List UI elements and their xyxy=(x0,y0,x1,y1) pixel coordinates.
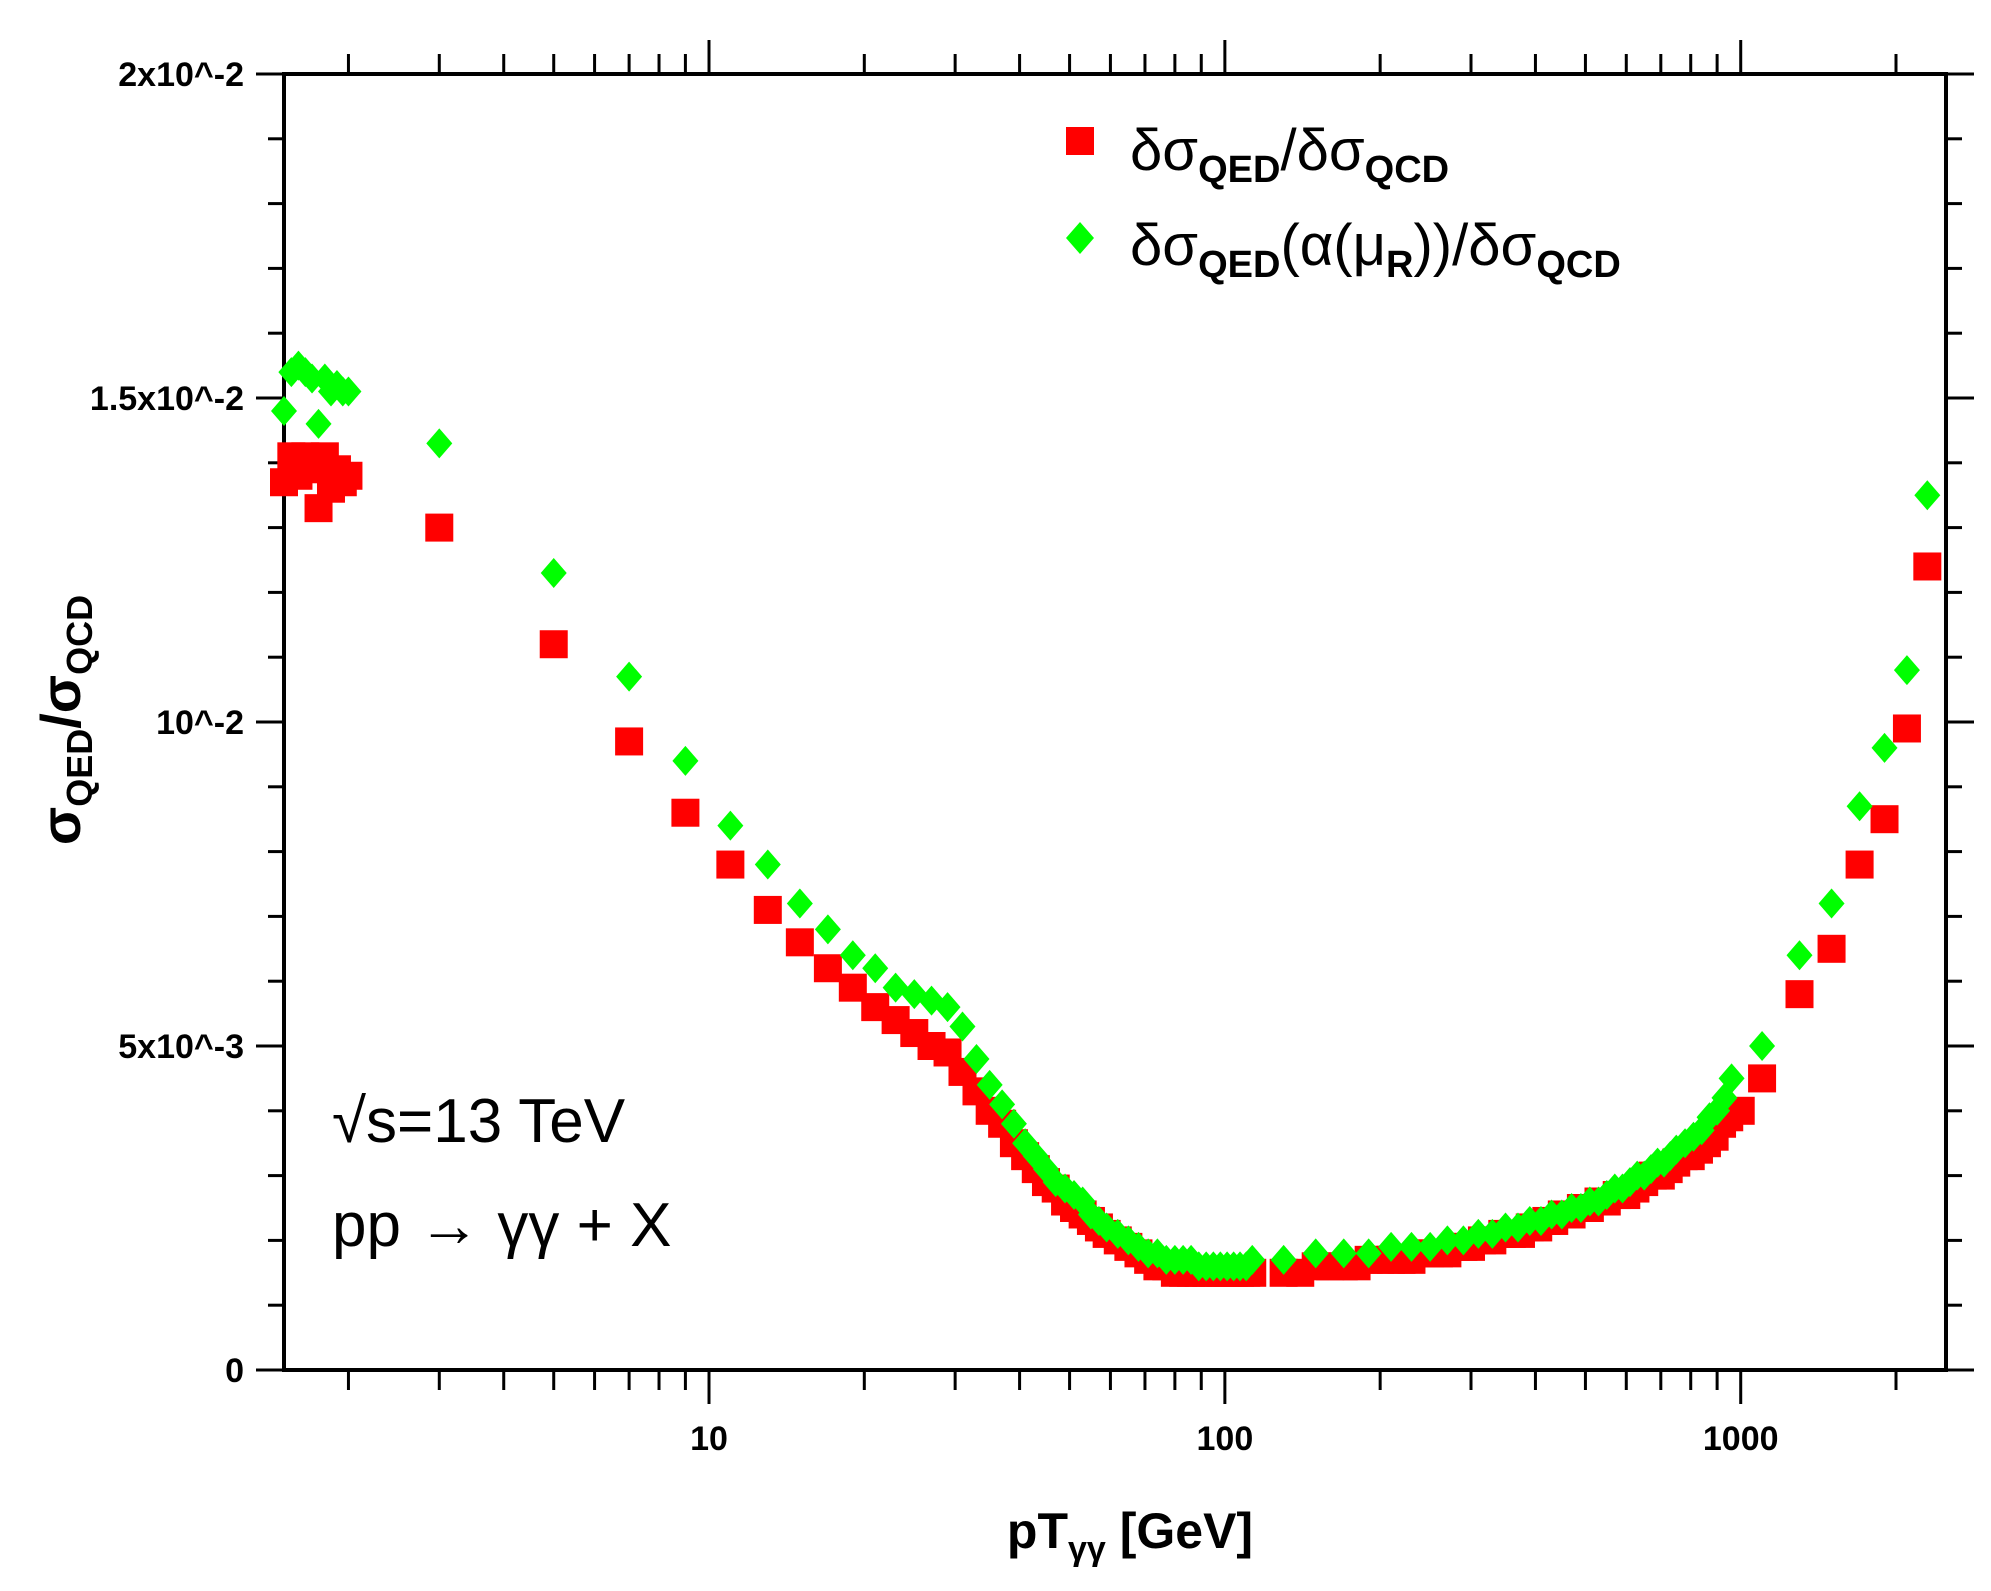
legend-1-a: δσ xyxy=(1130,118,1198,183)
annotation-process: pp → γγ + X xyxy=(332,1191,671,1260)
data-point-green-diamond xyxy=(271,395,297,426)
data-point-green-diamond xyxy=(862,953,889,984)
data-series xyxy=(270,350,1942,1287)
data-point-green-diamond xyxy=(1818,888,1845,919)
data-point-red-square xyxy=(785,928,814,957)
data-point-red-square xyxy=(1913,552,1942,581)
y-label-den-sub: QCD xyxy=(59,595,100,675)
data-point-green-diamond xyxy=(426,428,453,459)
data-point-green-diamond xyxy=(1000,1108,1027,1139)
data-point-green-diamond xyxy=(616,661,643,692)
data-point-green-diamond xyxy=(1786,940,1813,971)
data-point-green-diamond xyxy=(1914,480,1941,511)
data-point-green-diamond xyxy=(976,1069,1003,1100)
y-tick-label: 5x10^-3 xyxy=(118,1028,244,1066)
data-point-green-diamond xyxy=(1302,1238,1329,1269)
x-axis-title: pTγγ [GeV] xyxy=(1007,1503,1253,1568)
data-point-green-diamond xyxy=(786,888,813,919)
legend-marker-red-square xyxy=(1066,127,1094,155)
x-label-unit: [GeV] xyxy=(1106,1503,1253,1559)
data-point-red-square xyxy=(671,798,700,827)
data-point-red-square xyxy=(1748,1064,1777,1093)
series-1 xyxy=(270,442,1942,1287)
data-point-green-diamond xyxy=(1239,1244,1266,1275)
data-point-green-diamond xyxy=(963,1043,990,1074)
data-point-green-diamond xyxy=(1434,1225,1461,1256)
legend-2-a: δσ xyxy=(1130,213,1198,278)
legend-label-series-1: δσQED/δσQCD xyxy=(1130,118,1449,191)
data-point-green-diamond xyxy=(934,992,961,1023)
legend-label-series-2: δσQED(α(μR))/δσQCD xyxy=(1130,213,1621,286)
x-label-sub: γγ xyxy=(1068,1530,1106,1568)
legend-2-b: ))/δσ xyxy=(1413,213,1536,278)
data-point-red-square xyxy=(615,727,644,756)
axis-tick-labels: 0 5x10^-3 10^-2 1.5x10^-2 2x10^-2 10 100 1000 xyxy=(90,56,1779,1458)
y-axis-title: σQED/σQCD xyxy=(29,595,100,845)
x-tick-label: 100 xyxy=(1197,1420,1254,1458)
data-point-green-diamond xyxy=(1270,1244,1297,1275)
legend-1-b-sub: QCD xyxy=(1365,149,1449,191)
data-point-green-diamond xyxy=(540,557,567,588)
data-point-green-diamond xyxy=(1871,732,1898,763)
data-point-green-diamond xyxy=(305,408,332,439)
data-point-green-diamond xyxy=(717,810,744,841)
legend-1-b: /δσ xyxy=(1280,118,1364,183)
data-point-green-diamond xyxy=(335,376,362,407)
data-point-red-square xyxy=(1845,850,1874,879)
legend-2-b-sub: QCD xyxy=(1536,244,1620,286)
data-point-green-diamond xyxy=(882,972,909,1003)
data-point-green-diamond xyxy=(1398,1231,1425,1262)
data-point-green-diamond xyxy=(814,914,841,945)
annotation-energy: √s=13 TeV xyxy=(332,1087,626,1156)
y-tick-label: 2x10^-2 xyxy=(118,56,244,94)
data-point-green-diamond xyxy=(754,849,781,880)
data-point-red-square xyxy=(539,630,568,659)
data-point-green-diamond xyxy=(1718,1063,1745,1094)
y-label-num-sub: QED xyxy=(59,729,100,807)
series-2 xyxy=(271,350,1941,1282)
legend-2-a-sub: QED xyxy=(1198,244,1280,286)
legend-2-mid: (α(μ xyxy=(1280,213,1386,278)
data-point-green-diamond xyxy=(1465,1218,1492,1249)
data-point-red-square xyxy=(1817,934,1846,963)
x-tick-label: 10 xyxy=(690,1420,728,1458)
data-point-green-diamond xyxy=(1749,1031,1776,1061)
legend: δσQED/δσQCD δσQED(α(μR))/δσQCD xyxy=(1066,118,1621,286)
y-tick-label: 10^-2 xyxy=(156,704,244,742)
legend-1-a-sub: QED xyxy=(1198,149,1280,191)
data-point-red-square xyxy=(813,954,842,983)
data-point-green-diamond xyxy=(949,1011,976,1042)
x-tick-label: 1000 xyxy=(1703,1420,1779,1458)
data-point-green-diamond xyxy=(1330,1238,1357,1269)
y-tick-label: 1.5x10^-2 xyxy=(90,380,244,418)
data-point-green-diamond xyxy=(1846,791,1873,822)
data-point-green-diamond xyxy=(672,745,699,776)
data-point-red-square xyxy=(1892,714,1921,743)
legend-2-mid-sub: R xyxy=(1386,244,1413,286)
data-point-red-square xyxy=(425,513,454,542)
axis-ticks xyxy=(256,40,1974,1404)
data-point-green-diamond xyxy=(1355,1238,1382,1269)
data-point-red-square xyxy=(334,461,363,490)
data-point-green-diamond xyxy=(1378,1231,1405,1262)
data-point-green-diamond xyxy=(989,1089,1016,1120)
y-tick-label: 0 xyxy=(225,1352,244,1390)
plot-frame xyxy=(282,72,1948,1372)
x-label-main: pT xyxy=(1007,1503,1068,1559)
legend-marker-green-diamond xyxy=(1066,222,1094,254)
data-point-red-square xyxy=(716,850,745,879)
data-point-red-square xyxy=(753,895,782,924)
y-label-sep: / xyxy=(29,713,92,729)
data-point-green-diamond xyxy=(839,940,866,971)
y-label-den: σ xyxy=(29,675,92,713)
y-label-num: σ xyxy=(29,807,92,845)
data-point-red-square xyxy=(1785,980,1814,1009)
data-point-green-diamond xyxy=(1893,655,1920,686)
data-point-red-square xyxy=(1870,805,1899,834)
